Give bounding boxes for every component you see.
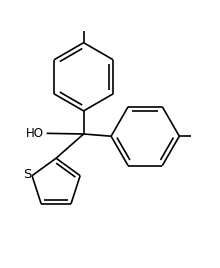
Text: S: S [23, 168, 31, 181]
Text: HO: HO [26, 127, 44, 140]
